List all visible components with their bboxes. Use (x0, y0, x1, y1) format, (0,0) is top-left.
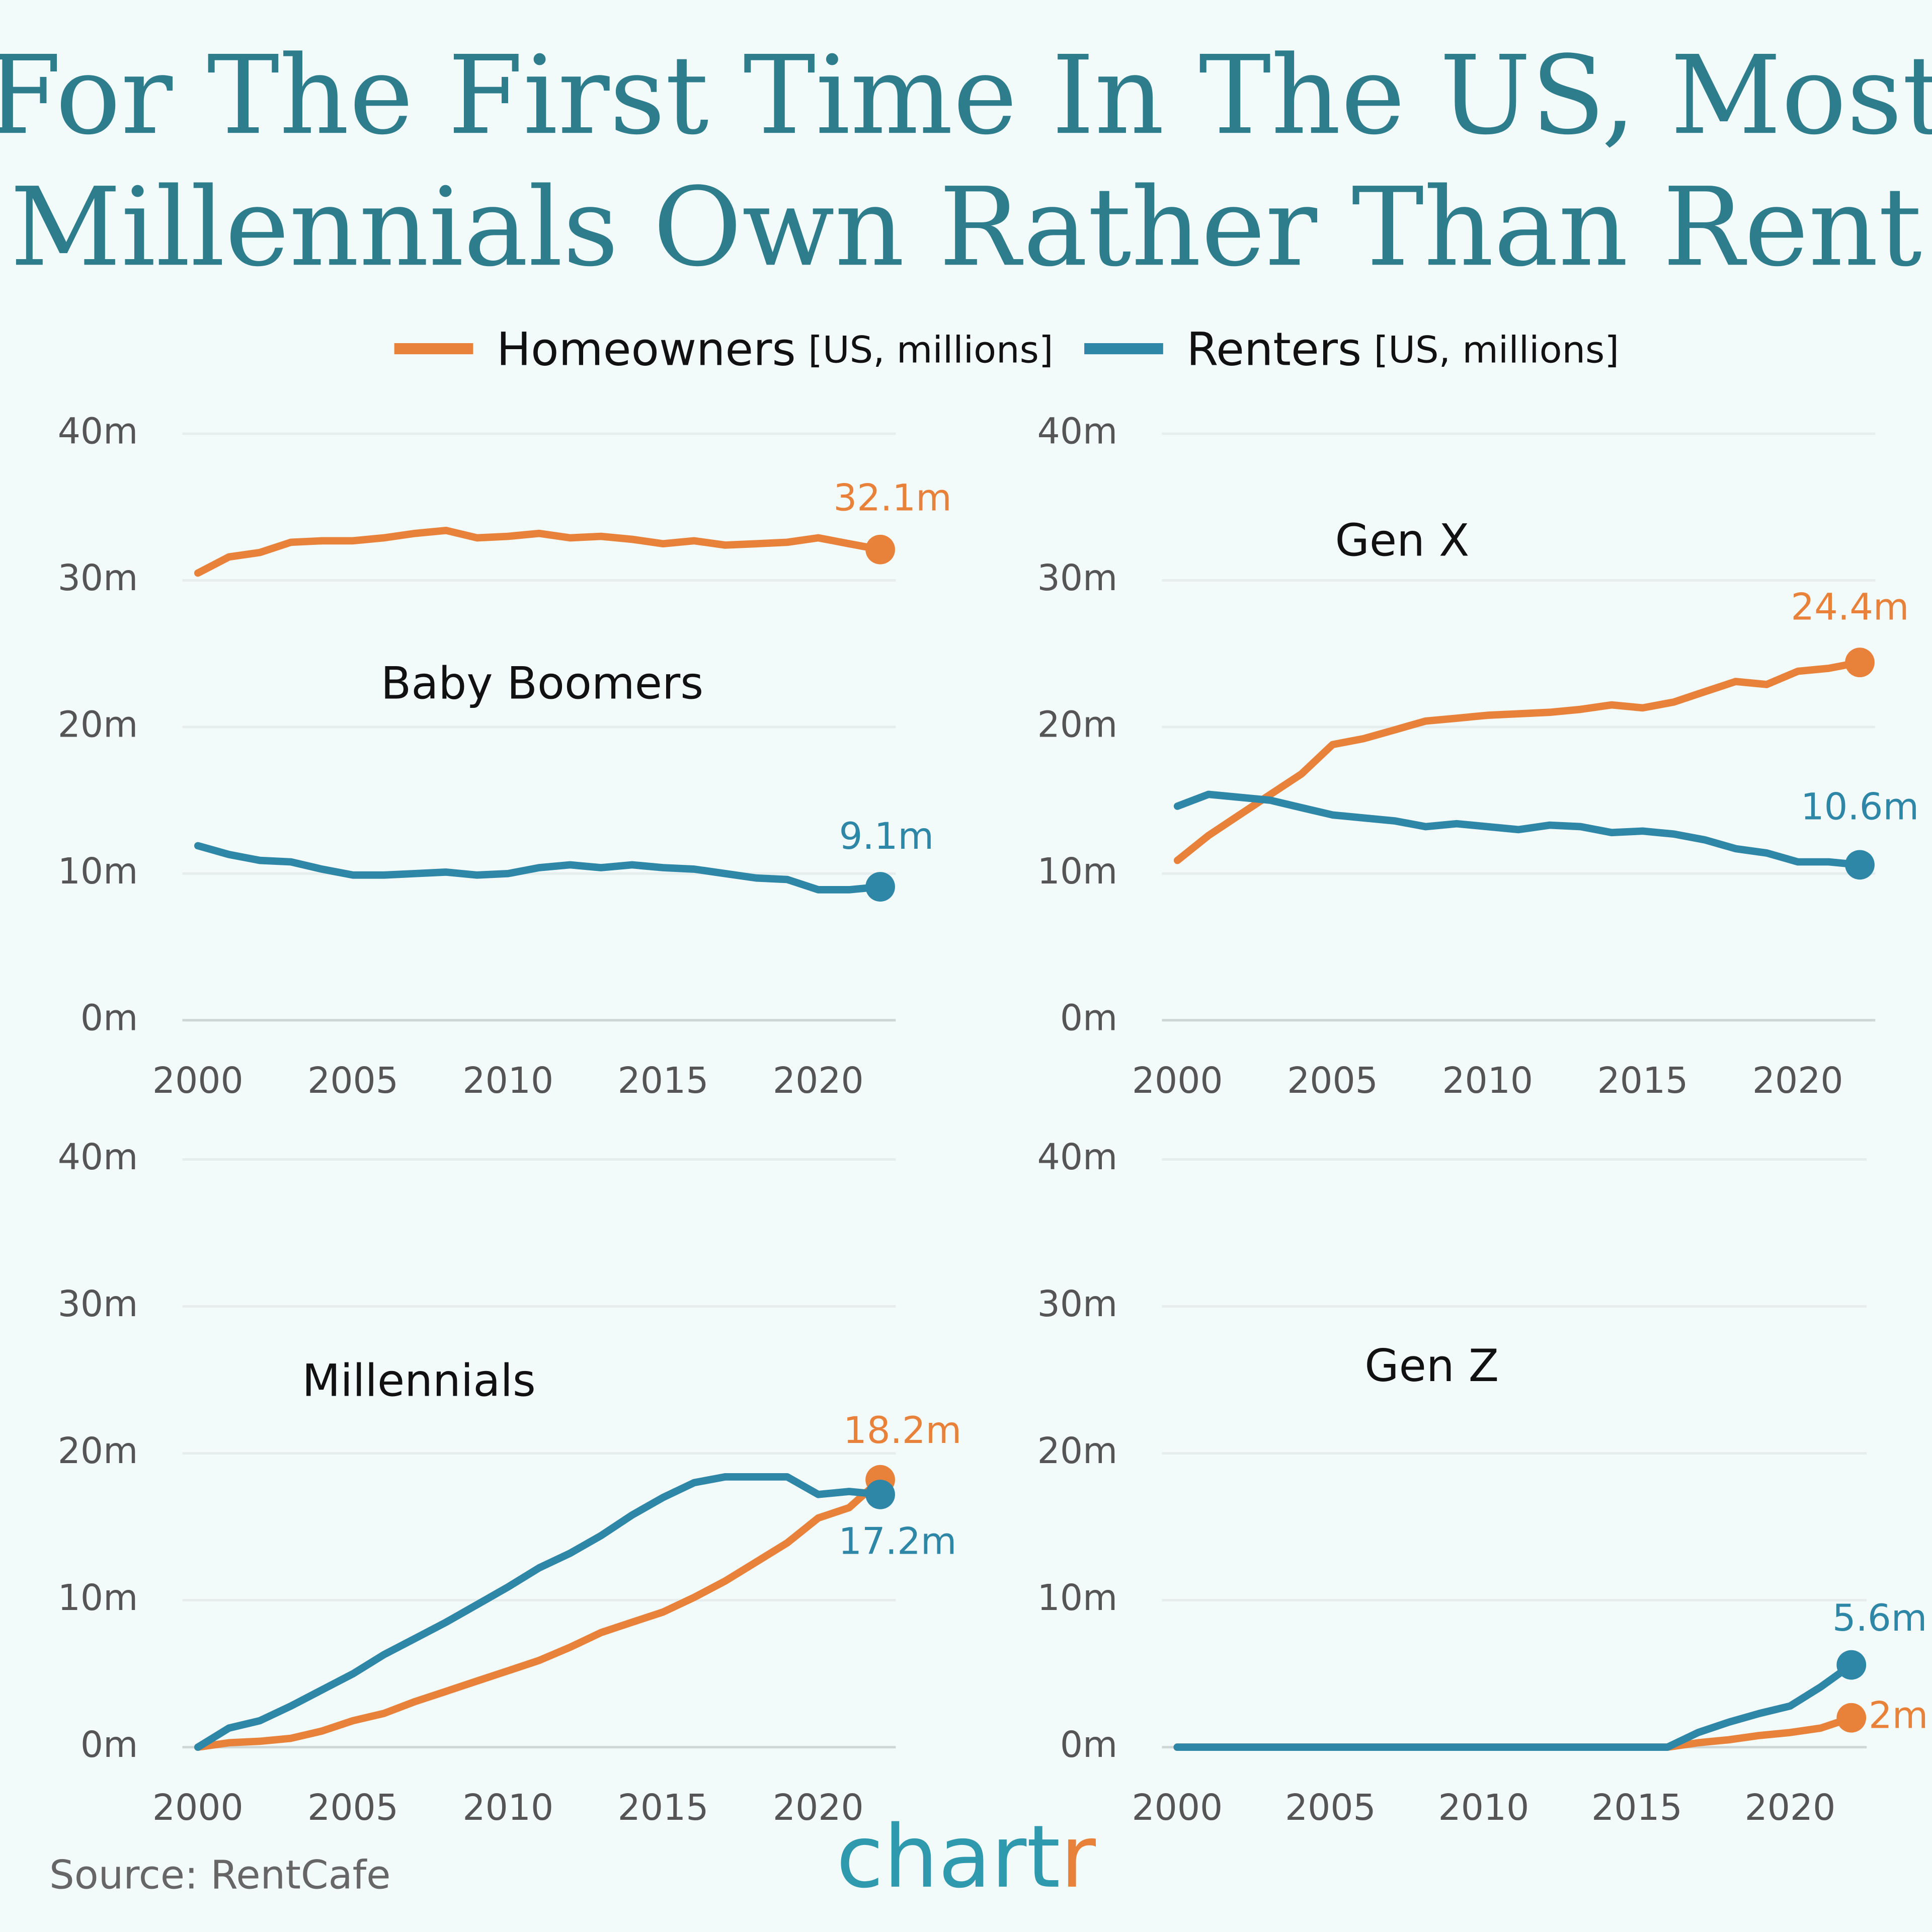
y-tick-label: 40m (1037, 411, 1118, 452)
y-tick-label: 10m (1037, 850, 1118, 892)
source: Source: RentCafe (49, 1853, 391, 1898)
subplot-title: Gen X (1335, 514, 1470, 566)
x-tick-label: 2020 (1745, 1787, 1836, 1828)
x-tick-label: 2015 (618, 1060, 709, 1101)
y-tick-label: 40m (1037, 1136, 1118, 1178)
x-tick-label: 2015 (1591, 1787, 1682, 1828)
y-tick-label: 30m (58, 557, 138, 599)
series-line (194, 842, 884, 894)
x-tick-label: 2005 (307, 1787, 398, 1828)
x-tick-label: 2005 (1285, 1787, 1376, 1828)
subplot-title: Baby Boomers (381, 657, 703, 709)
x-tick-label: 2000 (1132, 1060, 1223, 1101)
series-line (1173, 659, 1864, 864)
y-tick-label: 40m (58, 1136, 138, 1178)
x-tick-label: 2010 (1442, 1060, 1533, 1101)
y-tick-label: 10m (1037, 1577, 1118, 1619)
series-line (194, 1473, 884, 1751)
legend-note: [US, millions] (808, 329, 1053, 371)
x-tick-label: 2005 (1287, 1060, 1378, 1101)
series-line (1173, 1661, 1856, 1751)
series-line (194, 526, 884, 577)
value-label: 10.6m (1801, 786, 1919, 829)
x-tick-label: 2010 (1438, 1787, 1530, 1828)
x-tick-label: 2000 (1132, 1787, 1223, 1828)
end-dot (1836, 1703, 1867, 1733)
y-tick-label: 0m (1060, 1724, 1117, 1765)
logo-accent: r (1061, 1807, 1096, 1907)
y-tick-label: 30m (1037, 557, 1118, 599)
x-tick-label: 2005 (307, 1060, 398, 1101)
series-line (1173, 790, 1864, 869)
y-tick-label: 0m (80, 997, 138, 1038)
x-tick-label: 2000 (152, 1060, 244, 1101)
end-dot (865, 872, 895, 902)
subplot-title: Gen Z (1364, 1340, 1499, 1392)
y-tick-label: 20m (1037, 703, 1118, 745)
logo: chartr (836, 1807, 1096, 1907)
end-dot (1845, 850, 1875, 880)
x-tick-label: 2010 (462, 1060, 553, 1101)
end-dot (1845, 648, 1875, 678)
x-tick-label: 2020 (773, 1060, 864, 1101)
y-tick-label: 40m (58, 411, 138, 452)
value-label: 18.2m (843, 1409, 961, 1452)
y-tick-label: 30m (1037, 1283, 1118, 1325)
x-tick-label: 2020 (773, 1787, 864, 1828)
value-label: 24.4m (1791, 586, 1909, 628)
value-label: 9.1m (839, 815, 934, 858)
y-tick-label: 10m (58, 1577, 138, 1619)
x-tick-label: 2015 (1597, 1060, 1688, 1101)
chart-title: For The First Time In The US, Most (0, 32, 1932, 158)
y-tick-label: 0m (80, 1724, 138, 1765)
end-dot (1836, 1650, 1867, 1680)
x-tick-label: 2015 (618, 1787, 709, 1828)
y-tick-label: 20m (58, 703, 138, 745)
y-tick-label: 10m (58, 850, 138, 892)
x-tick-label: 2000 (152, 1787, 244, 1828)
x-tick-label: 2020 (1752, 1060, 1843, 1101)
value-label: 2m (1869, 1694, 1928, 1737)
value-label: 17.2m (838, 1520, 956, 1563)
legend-label: Renters [US, millions] (1186, 323, 1619, 376)
subplot-title: Millennials (302, 1355, 535, 1407)
end-dot (865, 534, 895, 565)
y-tick-label: 0m (1060, 997, 1117, 1038)
x-tick-label: 2010 (462, 1787, 553, 1828)
series-line (194, 1476, 884, 1751)
y-tick-label: 30m (58, 1283, 138, 1325)
value-label: 5.6m (1832, 1597, 1927, 1640)
legend-note: [US, millions] (1374, 329, 1619, 371)
legend-name: Homeowners (497, 323, 796, 376)
chart-title: Millennials Own Rather Than Rent (10, 164, 1922, 290)
legend: Homeowners [US, millions] Renters [US, mill… (394, 323, 1619, 376)
legend-label: Homeowners [US, millions] (497, 323, 1054, 376)
y-tick-label: 20m (1037, 1430, 1118, 1472)
legend-name: Renters (1186, 323, 1361, 376)
value-label: 32.1m (834, 476, 952, 519)
logo-text: chart (836, 1807, 1061, 1907)
y-tick-label: 20m (58, 1430, 138, 1472)
end-dot (865, 1479, 895, 1509)
